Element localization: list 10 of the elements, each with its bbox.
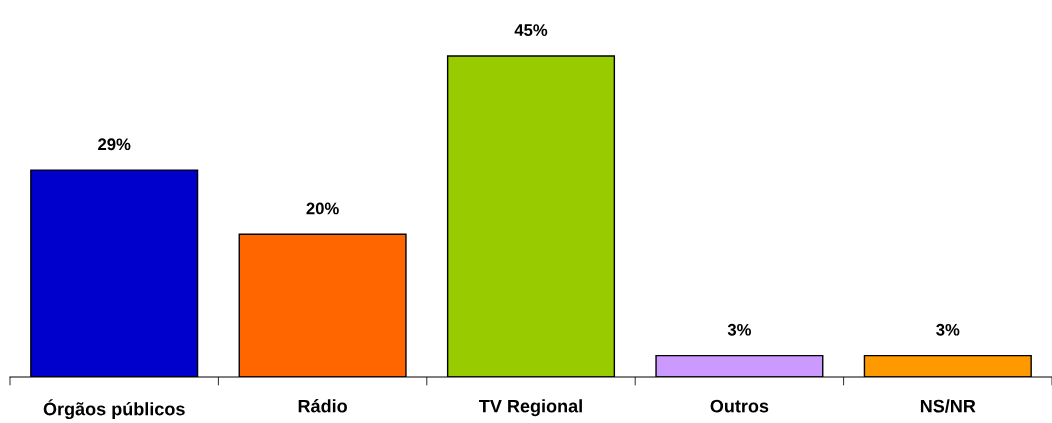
data-label: 29% (98, 138, 131, 151)
data-label: 3% (727, 323, 752, 336)
data-label: 3% (936, 323, 960, 336)
x-tick-label: Outros (710, 399, 769, 413)
x-tick-label: TV Regional (479, 399, 582, 417)
data-label: 45% (514, 24, 548, 36)
x-tick-label: NS/NR (920, 399, 976, 413)
x-tick-label: Rádio (298, 399, 347, 413)
x-tick-label: Órgãos públicos (43, 399, 185, 420)
data-label: 20% (306, 202, 339, 215)
